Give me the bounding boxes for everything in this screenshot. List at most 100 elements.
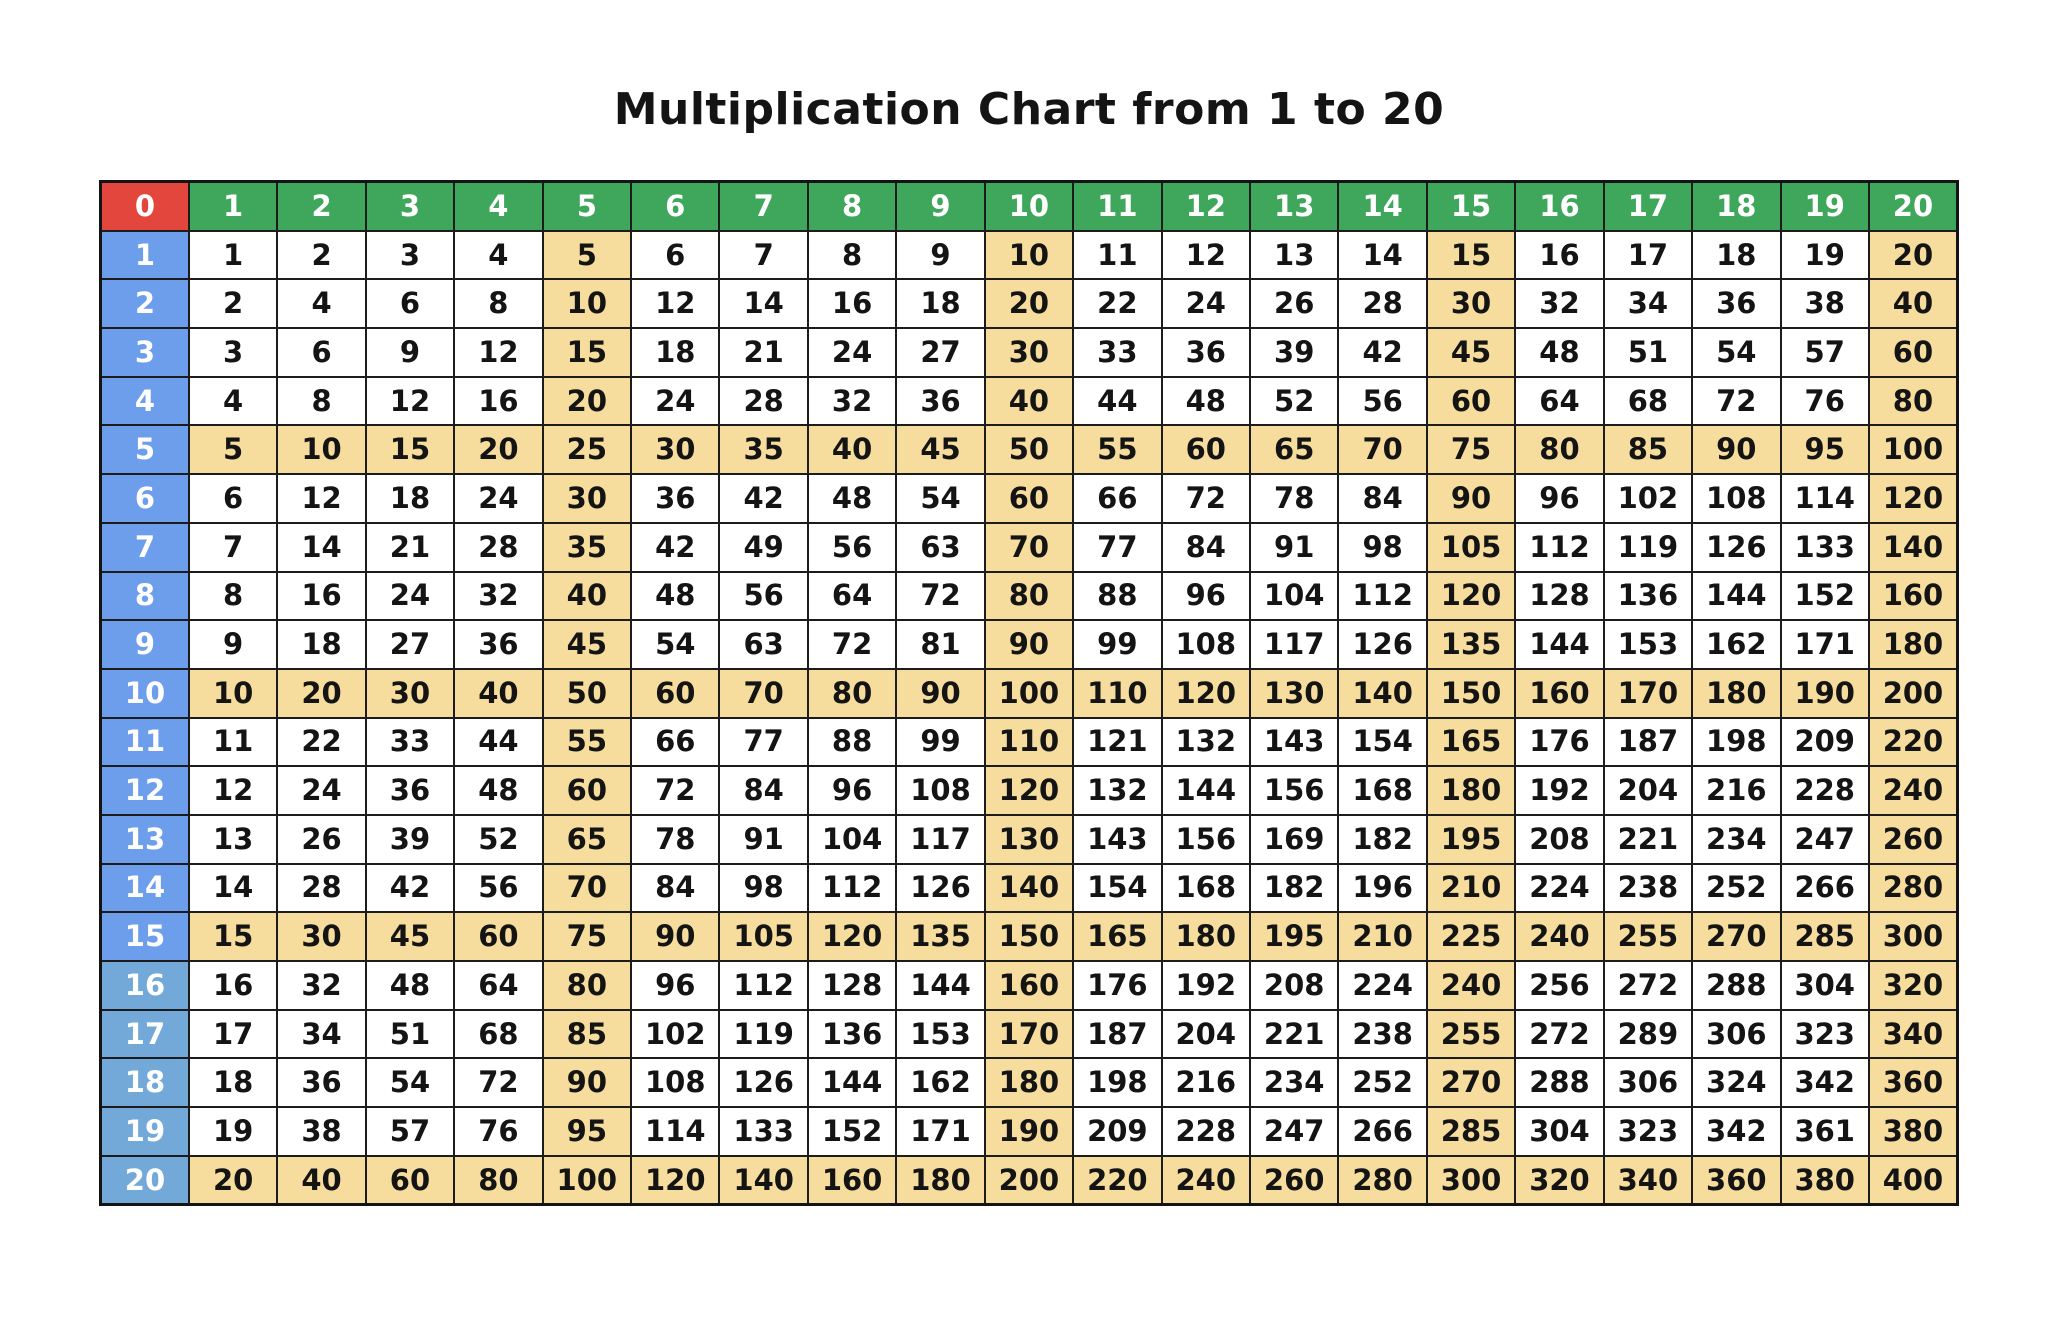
- product-cell: 120: [630, 1154, 721, 1206]
- product-cell: 90: [983, 619, 1075, 670]
- product-cell: 171: [895, 1106, 986, 1157]
- product-cell: 238: [1602, 862, 1694, 914]
- table-row: 7 7 14 21 28 35 42 49 56 63 70 77 84 91 98 105 112 119 126…: [99, 521, 1959, 573]
- column-header-cell: 7: [718, 180, 809, 232]
- product-cell: 20: [187, 1154, 279, 1206]
- product-cell: 238: [1337, 1008, 1428, 1060]
- product-cell: 120: [1425, 570, 1517, 622]
- product-cell: 35: [541, 521, 633, 573]
- product-cell: 6: [364, 278, 456, 330]
- product-cell: 60: [364, 1154, 456, 1206]
- product-cell: 88: [806, 716, 898, 768]
- product-cell: 36: [1160, 327, 1251, 378]
- product-cell: 99: [1072, 619, 1163, 670]
- product-cell: 380: [1779, 1154, 1870, 1206]
- row-header-cell: 18: [99, 1057, 190, 1109]
- product-cell: 119: [1602, 521, 1694, 573]
- product-cell: 180: [1425, 765, 1517, 816]
- product-cell: 80: [983, 570, 1075, 622]
- product-cell: 48: [806, 473, 898, 524]
- product-cell: 119: [718, 1008, 809, 1060]
- product-cell: 160: [983, 960, 1075, 1011]
- product-cell: 19: [187, 1106, 279, 1157]
- row-header-cell: 15: [99, 911, 190, 962]
- product-cell: 120: [1160, 667, 1251, 719]
- product-cell: 51: [1602, 327, 1694, 378]
- product-cell: 180: [1867, 619, 1959, 670]
- product-cell: 126: [895, 862, 986, 914]
- product-cell: 39: [1248, 327, 1340, 378]
- row-header-cell: 7: [99, 521, 190, 573]
- product-cell: 180: [983, 1057, 1075, 1109]
- column-header-cell: 6: [630, 180, 721, 232]
- product-cell: 12: [187, 765, 279, 816]
- product-cell: 91: [1248, 521, 1340, 573]
- product-cell: 100: [983, 667, 1075, 719]
- product-cell: 44: [1072, 375, 1163, 427]
- product-cell: 136: [806, 1008, 898, 1060]
- product-cell: 56: [718, 570, 809, 622]
- column-header-cell: 11: [1072, 180, 1163, 232]
- product-cell: 320: [1867, 960, 1959, 1011]
- product-cell: 288: [1691, 960, 1782, 1011]
- product-cell: 6: [187, 473, 279, 524]
- product-cell: 169: [1248, 813, 1340, 865]
- table-row: 19 19 38 57 76 95 114 133 152 171 190 209 228 247 266 2…: [99, 1106, 1959, 1157]
- product-cell: 216: [1160, 1057, 1251, 1109]
- row-header-cell: 9: [99, 619, 190, 670]
- product-cell: 4: [276, 278, 367, 330]
- product-cell: 304: [1779, 960, 1870, 1011]
- product-cell: 75: [1425, 424, 1517, 476]
- product-cell: 76: [1779, 375, 1870, 427]
- product-cell: 13: [1248, 229, 1340, 281]
- column-header-cell: 19: [1779, 180, 1870, 232]
- product-cell: 15: [541, 327, 633, 378]
- product-cell: 40: [541, 570, 633, 622]
- product-cell: 5: [541, 229, 633, 281]
- product-cell: 3: [187, 327, 279, 378]
- product-cell: 136: [1602, 570, 1694, 622]
- product-cell: 66: [1072, 473, 1163, 524]
- product-cell: 9: [895, 229, 986, 281]
- product-cell: 28: [276, 862, 367, 914]
- product-cell: 72: [806, 619, 898, 670]
- product-cell: 81: [895, 619, 986, 670]
- product-cell: 14: [1337, 229, 1428, 281]
- product-cell: 17: [187, 1008, 279, 1060]
- product-cell: 144: [806, 1057, 898, 1109]
- table-row: 1 1 2 3 4 5 6 7 8 9 10 11 12 13 14 15 16 17 18 19 20: [99, 229, 1959, 281]
- product-cell: 360: [1691, 1154, 1782, 1206]
- product-cell: 165: [1072, 911, 1163, 962]
- product-cell: 132: [1072, 765, 1163, 816]
- product-cell: 272: [1514, 1008, 1605, 1060]
- column-header-cell: 8: [806, 180, 898, 232]
- product-cell: 68: [1602, 375, 1694, 427]
- product-cell: 16: [276, 570, 367, 622]
- product-cell: 56: [806, 521, 898, 573]
- product-cell: 208: [1248, 960, 1340, 1011]
- product-cell: 80: [1867, 375, 1959, 427]
- product-cell: 187: [1072, 1008, 1163, 1060]
- column-header-cell: 14: [1337, 180, 1428, 232]
- product-cell: 45: [895, 424, 986, 476]
- product-cell: 40: [983, 375, 1075, 427]
- product-cell: 24: [364, 570, 456, 622]
- product-cell: 96: [806, 765, 898, 816]
- product-cell: 117: [1248, 619, 1340, 670]
- row-header-cell: 19: [99, 1106, 190, 1157]
- product-cell: 90: [541, 1057, 633, 1109]
- product-cell: 288: [1514, 1057, 1605, 1109]
- product-cell: 26: [1248, 278, 1340, 330]
- product-cell: 2: [276, 229, 367, 281]
- table-row: 8 8 16 24 32 40 48 56 64 72 80 88 96 104 112 120 128 136 1…: [99, 570, 1959, 622]
- product-cell: 135: [1425, 619, 1517, 670]
- product-cell: 80: [806, 667, 898, 719]
- column-header-cell: 13: [1248, 180, 1340, 232]
- product-cell: 12: [276, 473, 367, 524]
- product-cell: 156: [1248, 765, 1340, 816]
- product-cell: 285: [1425, 1106, 1517, 1157]
- product-cell: 221: [1248, 1008, 1340, 1060]
- product-cell: 18: [364, 473, 456, 524]
- header-row: 0 1 2 3 4 5 6 7 8 9 10 11 12 13 14 15 16 17 18 19 20: [99, 180, 1959, 232]
